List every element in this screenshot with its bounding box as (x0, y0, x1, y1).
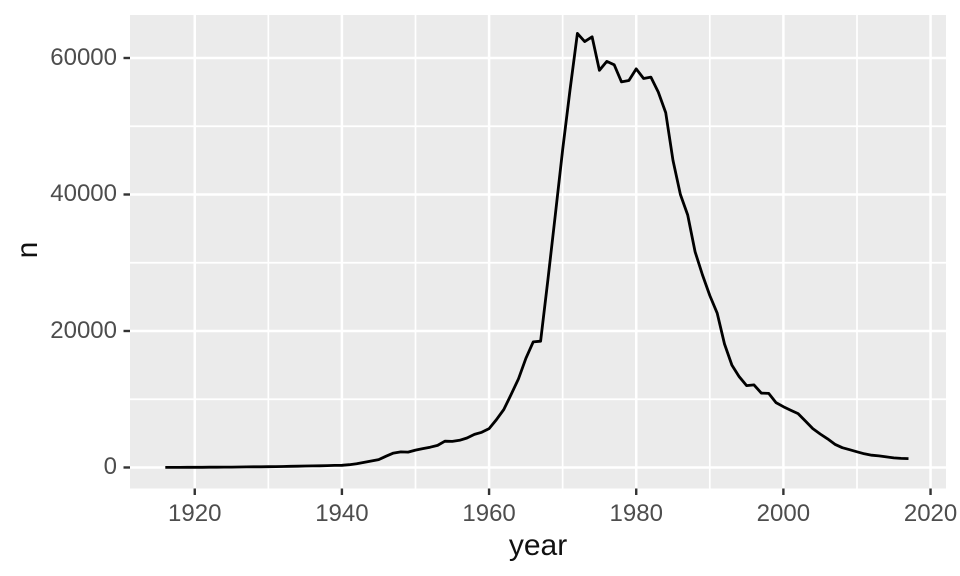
x-tick-label: 2000 (756, 500, 811, 527)
data-line (165, 32, 909, 469)
x-tick-label: 1920 (168, 500, 222, 527)
x-tick-label: 1960 (462, 500, 516, 527)
gridlines-major (130, 15, 946, 489)
x-tick-label: 2020 (903, 500, 958, 527)
y-tick-label: 0 (103, 453, 117, 481)
plot-panel (130, 15, 946, 489)
y-tick-label: 60000 (50, 43, 117, 71)
x-axis-title: year (508, 529, 568, 562)
gridlines-minor (130, 15, 946, 489)
axis-tick-marks (123, 56, 932, 495)
x-tick-label: 1940 (315, 500, 369, 527)
x-tick-label: 1980 (609, 500, 663, 527)
y-axis-title: n (11, 241, 44, 259)
panel-background (130, 15, 946, 489)
y-tick-label: 40000 (50, 180, 117, 208)
y-tick-label: 20000 (50, 316, 117, 344)
data-series (165, 32, 909, 469)
